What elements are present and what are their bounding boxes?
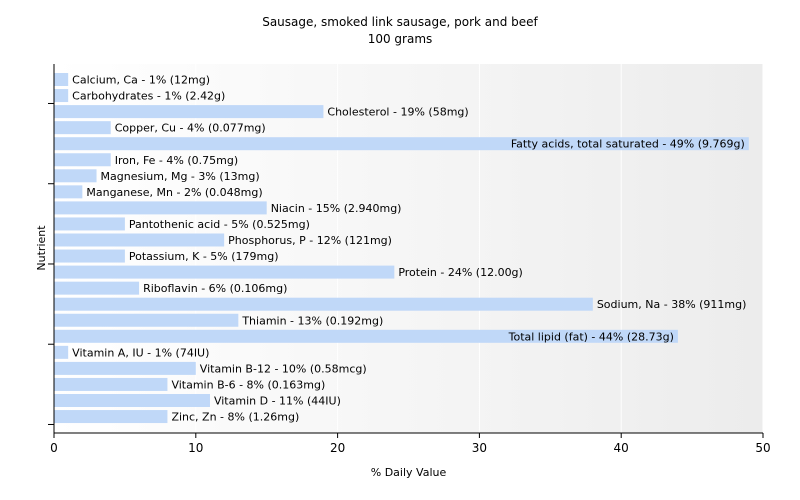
bar-label: Vitamin B-6 - 8% (0.163mg) [171, 378, 325, 391]
bar-label: Cholesterol - 19% (58mg) [327, 106, 468, 119]
bar-label: Manganese, Mn - 2% (0.048mg) [86, 186, 262, 199]
bar [54, 185, 83, 199]
x-tick-label: 10 [188, 441, 203, 455]
bar-label: Vitamin A, IU - 1% (74IU) [72, 346, 209, 359]
bar-label: Zinc, Zn - 8% (1.26mg) [171, 411, 299, 424]
bar [54, 153, 111, 167]
bar [54, 313, 239, 327]
x-tick-label: 20 [330, 441, 345, 455]
bar [54, 233, 225, 247]
bar-label: Copper, Cu - 4% (0.077mg) [115, 122, 266, 135]
x-axis-title: % Daily Value [371, 466, 447, 479]
bar-label: Magnesium, Mg - 3% (13mg) [101, 170, 260, 183]
bar [54, 121, 111, 135]
bar [54, 410, 168, 424]
plot-area [54, 64, 763, 433]
bar [54, 361, 196, 375]
axes [48, 64, 763, 434]
bar [54, 329, 678, 343]
x-tick-label: 50 [755, 441, 770, 455]
x-ticks: 0 10 20 30 40 50 [50, 433, 771, 455]
bar-label: Vitamin B-12 - 10% (0.58mcg) [200, 362, 367, 375]
x-tick-label: 40 [614, 441, 629, 455]
bar [54, 377, 168, 391]
bar-label: Niacin - 15% (2.940mg) [271, 202, 402, 215]
bar [54, 201, 267, 215]
bar-label: Vitamin D - 11% (44IU) [214, 395, 341, 408]
bars: Calcium, Ca - 1% (12mg) Carbohydrates - 1… [54, 73, 749, 424]
bar [54, 73, 69, 86]
bar-label: Pantothenic acid - 5% (0.525mg) [129, 218, 310, 231]
bar [54, 345, 69, 359]
bar-label: Riboflavin - 6% (0.106mg) [143, 282, 287, 295]
chart-title: Sausage, smoked link sausage, pork and b… [0, 14, 800, 48]
bar [54, 297, 593, 311]
bar-label: Thiamin - 13% (0.192mg) [241, 314, 383, 327]
bar [54, 394, 210, 407]
bar-label: Protein - 24% (12.00g) [398, 266, 523, 279]
bar-label: Potassium, K - 5% (179mg) [129, 250, 279, 263]
bar [54, 281, 140, 295]
y-axis-title: Nutrient [35, 225, 48, 271]
bar-label: Sodium, Na - 38% (911mg) [597, 298, 747, 311]
x-tick-label: 30 [472, 441, 487, 455]
chart-title-text: Sausage, smoked link sausage, pork and b… [262, 15, 538, 29]
bar [54, 137, 749, 151]
bar-label: Calcium, Ca - 1% (12mg) [72, 74, 210, 87]
x-tick-label: 0 [50, 441, 58, 455]
bar [54, 217, 125, 231]
bar [54, 265, 395, 279]
bar-label: Carbohydrates - 1% (2.42g) [72, 90, 225, 103]
bar-label: Phosphorus, P - 12% (121mg) [228, 234, 392, 247]
bar [54, 105, 324, 119]
bar-label: Fatty acids, total saturated - 49% (9.76… [511, 138, 745, 151]
bar-label: Total lipid (fat) - 44% (28.73g) [508, 330, 674, 343]
bar [54, 89, 69, 103]
chart-subtitle: 100 grams [367, 32, 433, 46]
bar [54, 169, 97, 183]
bar-label: Iron, Fe - 4% (0.75mg) [115, 154, 238, 167]
bar [54, 249, 125, 263]
